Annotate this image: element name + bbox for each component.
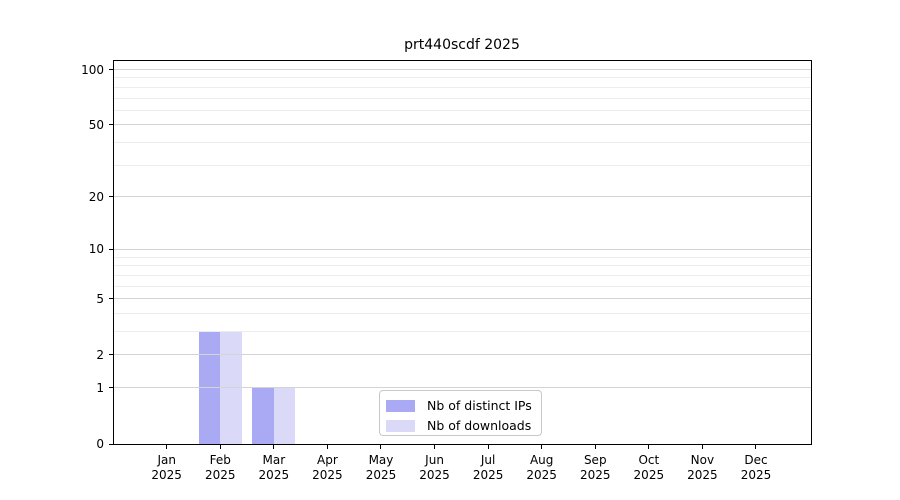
gridline-minor [114,256,811,258]
x-tick-label: Dec 2025 [740,453,772,482]
gridline-minor [114,164,811,166]
y-tick-label: 100 [81,62,104,77]
gridline-major [114,387,811,389]
x-tick-label: Mar 2025 [258,453,290,482]
x-tick-label: Feb 2025 [204,453,236,482]
gridline-minor [114,285,811,287]
x-tick-label: Nov 2025 [687,453,718,482]
gridline-minor [114,77,811,79]
gridline-major [114,124,811,126]
x-tick-label: Jan 2025 [151,453,182,482]
y-tick-mark [109,443,113,445]
x-tick-mark [755,445,757,449]
legend-swatch-downloads-icon [386,420,415,432]
legend-item-distinct-ips: Nb of distinct IPs [386,396,541,416]
y-tick-label: 10 [88,242,104,257]
x-tick-mark [487,445,489,449]
x-tick-mark [326,445,328,449]
x-tick-mark [541,445,543,449]
y-tick-label: 0 [96,437,104,451]
gridline-minor [114,142,811,144]
gridline-minor [114,97,811,99]
gridline-minor [114,86,811,88]
y-tick-mark [109,387,113,389]
gridline-minor [114,274,811,276]
y-tick-label: 50 [88,117,104,132]
x-tick-label: May 2025 [365,453,397,482]
x-tick-label: Jul 2025 [472,453,504,482]
bars-layer [114,61,811,444]
gridlines-layer [114,61,811,444]
legend-item-downloads: Nb of downloads [386,416,541,436]
gridline-minor [114,265,811,267]
bar-downloads [273,387,296,444]
plot-area: 0 1 2 5 10 20 50 100 Jan 2025 Feb 2025 Mar 2025 Apr 202… [81,60,812,483]
y-tick-mark [109,196,113,198]
bar-distinct-ips [252,387,274,444]
x-tick-label: Aug 2025 [526,453,557,482]
x-tick-label: Sep 2025 [579,453,611,482]
x-tick-mark [434,445,436,449]
gridline-major [114,69,811,70]
gridline-major [114,298,811,300]
gridline-minor [114,331,811,332]
y-tick-mark [109,298,113,300]
gridline-minor [114,109,811,111]
axis-layer: 0 1 2 5 10 20 50 100 Jan 2025 Feb 2025 Mar 2025 Apr 202… [81,61,811,483]
x-tick-label: Jun 2025 [419,453,450,482]
x-tick-mark [219,445,221,449]
x-tick-label: Apr 2025 [312,453,343,482]
x-tick-mark [273,445,275,449]
x-tick-mark [648,445,650,449]
x-tick-mark [594,445,596,449]
gridline-minor [114,312,811,314]
y-tick-label: 5 [96,291,104,306]
y-tick-mark [109,248,113,250]
chart-title: prt440scdf 2025 [404,37,520,53]
y-tick-label: 20 [88,189,104,204]
y-tick-mark [109,354,113,356]
gridline-major [114,248,811,250]
legend-label-downloads: Nb of downloads [427,418,532,433]
y-tick-label: 2 [96,347,104,362]
gridline-major [114,354,811,356]
y-tick-label: 1 [96,380,104,395]
gridline-major [114,196,811,198]
y-tick-mark [109,124,113,126]
legend-label-distinct-ips: Nb of distinct IPs [427,398,532,413]
x-tick-mark [701,445,703,449]
x-tick-label: Oct 2025 [633,453,665,482]
y-tick-mark [109,69,113,70]
legend: Nb of distinct IPs Nb of downloads [379,390,542,436]
x-tick-mark [166,445,168,449]
x-tick-mark [380,445,382,449]
legend-swatch-distinct-ips-icon [386,400,415,412]
